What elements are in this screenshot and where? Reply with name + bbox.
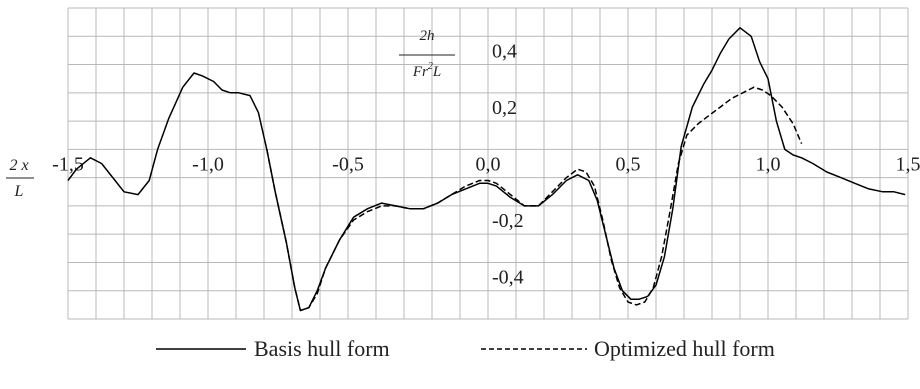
x-tick-label: 1,0 — [756, 154, 781, 176]
x-tick-label: 0,5 — [616, 154, 641, 176]
x-tick-label: -1,0 — [192, 154, 224, 176]
y-tick-label: 0,2 — [492, 97, 517, 119]
tick-labels: -1,5 -1,0 -0,5 0,0 0,5 1,0 1,5 0,4 0,2 -0,2 -0,4 — [52, 40, 920, 288]
series-line-basis — [67, 27, 906, 312]
legend-optimized-label: Optimized hull form — [594, 336, 775, 361]
y-axis-label-denominator: Fr2L — [412, 61, 441, 80]
y-axis-label-den-tail: L — [432, 64, 441, 80]
x-tick-label: 0,0 — [476, 154, 501, 176]
x-axis-label-numerator: 2 x — [9, 157, 28, 174]
x-tick-label: -0,5 — [332, 154, 364, 176]
x-tick-label: 1,5 — [896, 154, 920, 176]
y-axis-label-den-sup: 2 — [428, 61, 433, 72]
y-tick-label: 0,4 — [492, 40, 517, 62]
series-line-optimized — [266, 86, 803, 312]
y-axis-label-numerator: 2h — [420, 28, 435, 44]
legend-basis-label: Basis hull form — [254, 336, 390, 361]
legend: Basis hull form Optimized hull form — [156, 336, 775, 361]
series-group — [67, 27, 906, 312]
y-tick-label: -0,2 — [492, 210, 524, 232]
y-tick-label: -0,4 — [492, 267, 524, 289]
y-axis-label-den-base: Fr — [412, 64, 428, 80]
x-axis-label: 2 x L — [6, 157, 34, 200]
grid — [67, 7, 909, 320]
y-axis-label: 2h Fr2L — [399, 28, 455, 80]
x-tick-label: -1,5 — [52, 154, 84, 176]
x-axis-label-denominator: L — [14, 183, 24, 200]
